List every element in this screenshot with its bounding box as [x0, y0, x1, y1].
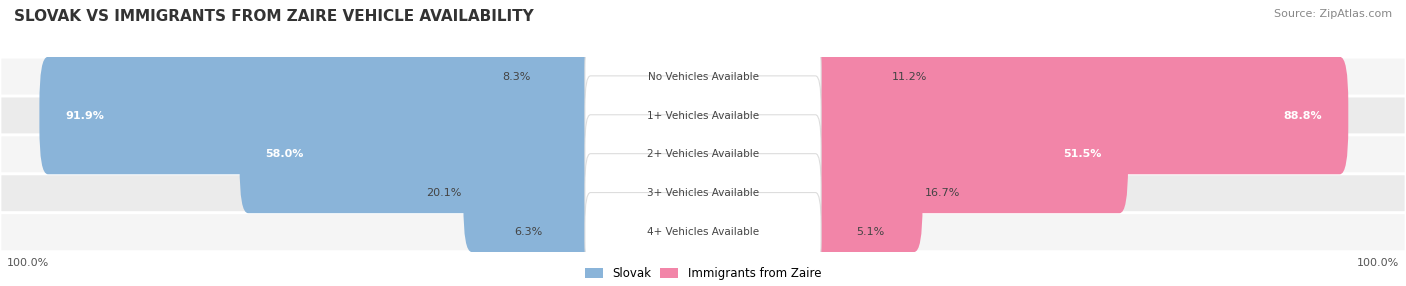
Text: 11.2%: 11.2%	[893, 72, 928, 82]
FancyBboxPatch shape	[807, 174, 853, 286]
FancyBboxPatch shape	[0, 135, 1406, 174]
FancyBboxPatch shape	[546, 174, 599, 286]
Text: No Vehicles Available: No Vehicles Available	[648, 72, 758, 82]
FancyBboxPatch shape	[585, 192, 821, 272]
Text: 8.3%: 8.3%	[502, 72, 531, 82]
Text: Source: ZipAtlas.com: Source: ZipAtlas.com	[1274, 9, 1392, 19]
FancyBboxPatch shape	[807, 18, 890, 135]
FancyBboxPatch shape	[39, 57, 599, 174]
Text: 3+ Vehicles Available: 3+ Vehicles Available	[647, 188, 759, 198]
FancyBboxPatch shape	[464, 135, 599, 252]
Text: 2+ Vehicles Available: 2+ Vehicles Available	[647, 150, 759, 159]
FancyBboxPatch shape	[0, 213, 1406, 252]
Text: 20.1%: 20.1%	[426, 188, 461, 198]
FancyBboxPatch shape	[807, 135, 922, 252]
Text: 4+ Vehicles Available: 4+ Vehicles Available	[647, 227, 759, 237]
FancyBboxPatch shape	[585, 76, 821, 155]
Text: SLOVAK VS IMMIGRANTS FROM ZAIRE VEHICLE AVAILABILITY: SLOVAK VS IMMIGRANTS FROM ZAIRE VEHICLE …	[14, 9, 534, 23]
FancyBboxPatch shape	[0, 174, 1406, 213]
Text: 100.0%: 100.0%	[1357, 258, 1399, 268]
Legend: Slovak, Immigrants from Zaire: Slovak, Immigrants from Zaire	[585, 267, 821, 280]
FancyBboxPatch shape	[585, 115, 821, 194]
FancyBboxPatch shape	[239, 96, 599, 213]
Text: 16.7%: 16.7%	[925, 188, 960, 198]
FancyBboxPatch shape	[807, 96, 1128, 213]
FancyBboxPatch shape	[807, 57, 1348, 174]
Text: 5.1%: 5.1%	[856, 227, 884, 237]
FancyBboxPatch shape	[585, 154, 821, 233]
FancyBboxPatch shape	[533, 18, 599, 135]
FancyBboxPatch shape	[585, 37, 821, 116]
FancyBboxPatch shape	[0, 96, 1406, 135]
Text: 6.3%: 6.3%	[515, 227, 543, 237]
Text: 51.5%: 51.5%	[1064, 150, 1102, 159]
Text: 91.9%: 91.9%	[66, 111, 104, 120]
Text: 58.0%: 58.0%	[266, 150, 304, 159]
Text: 88.8%: 88.8%	[1284, 111, 1322, 120]
FancyBboxPatch shape	[0, 57, 1406, 96]
Text: 100.0%: 100.0%	[7, 258, 49, 268]
Text: 1+ Vehicles Available: 1+ Vehicles Available	[647, 111, 759, 120]
